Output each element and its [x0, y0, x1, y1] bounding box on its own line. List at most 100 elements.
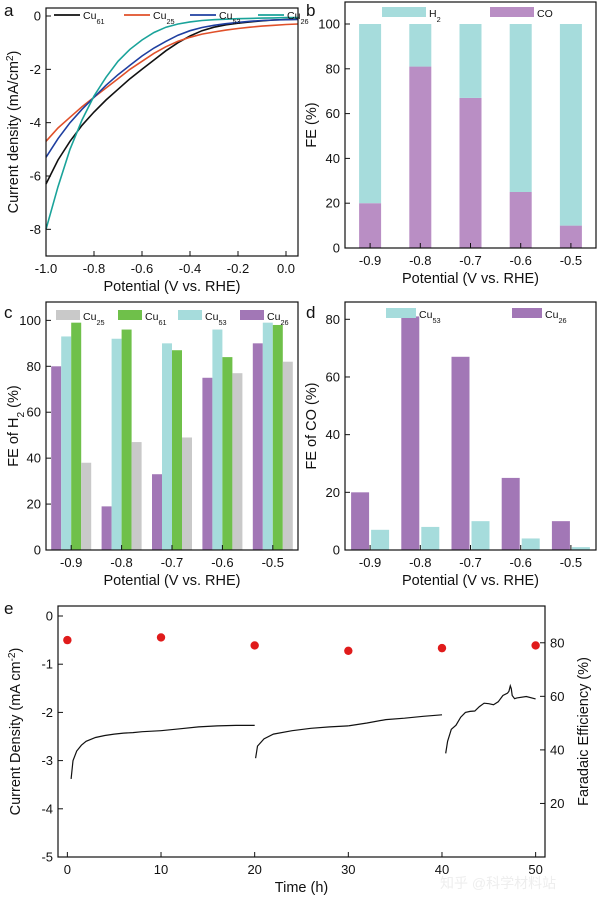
a-legend-label: Cu25 — [153, 10, 175, 26]
e-ytick-label: -2 — [41, 705, 53, 720]
c-bar-cu26 — [202, 377, 213, 550]
c-xtick-label: -0.9 — [60, 555, 82, 570]
e-xtick-label: 50 — [528, 862, 542, 877]
c-legend-label: Cu26 — [267, 311, 289, 327]
d-xtick-label: -0.9 — [359, 555, 381, 570]
b-ytick-label: 0 — [333, 241, 340, 256]
panel-d-fe-co: 0 20 40 60 80 -0.9 -0.8 -0.7 -0.6 -0.5 Potential (… — [304, 301, 597, 589]
b-legend-label: CO — [537, 8, 553, 20]
a-legend-label: Cu26 — [287, 10, 309, 26]
b-legend-label: H2 — [429, 8, 441, 24]
e-ytick-label: -4 — [41, 801, 53, 816]
b-bar-co — [459, 97, 482, 248]
d-bar-cu53 — [421, 526, 440, 550]
b-legend-swatch — [382, 7, 426, 17]
a-series-cu25-line — [45, 23, 299, 142]
e-current-trace-segment — [160, 724, 255, 732]
b-legend-swatch — [490, 7, 534, 17]
b-xtick-label: -0.8 — [409, 253, 431, 268]
a-ytick-label: -4 — [29, 115, 41, 130]
a-ytick-label: -2 — [29, 62, 41, 77]
e-fe-point — [156, 633, 166, 642]
c-ylabel: FE of H2 (%) — [6, 385, 27, 466]
b-xtick-label: -0.9 — [359, 253, 381, 268]
e-fe-point — [250, 641, 259, 650]
d-bar-cu26 — [401, 316, 420, 550]
e2-ytick-label: 80 — [550, 635, 564, 650]
e-xtick-label: 30 — [341, 862, 355, 877]
e-xtick-label: 10 — [154, 862, 168, 877]
e-ytick-label: 0 — [46, 609, 53, 624]
c-bar-cu26 — [252, 343, 263, 550]
panel-b-fe-stacked: 0 20 40 60 80 100 -0.9 -0.8 -0.7 -0.6 -0.5 Potentia… — [304, 1, 597, 287]
d-legend-label: Cu26 — [545, 309, 567, 325]
c-bar-cu53 — [111, 338, 122, 550]
d-legend-swatch — [386, 308, 416, 318]
c-legend-swatch — [56, 310, 80, 320]
b-bar-co — [559, 225, 582, 248]
e2-ytick-label: 60 — [550, 689, 564, 704]
e-ytick-label: -3 — [41, 753, 53, 768]
c-bar-cu25 — [131, 442, 142, 550]
e-current-trace-segment — [70, 730, 162, 779]
e-fe-point — [344, 646, 353, 656]
c-bar-cu53 — [162, 343, 172, 550]
d-bar-cu53 — [521, 538, 540, 550]
a-legend-label: Cu61 — [83, 10, 105, 26]
b-panel-letter: b — [306, 1, 315, 20]
c-xtick-label: -0.7 — [161, 555, 183, 570]
b-bar-h2 — [409, 24, 432, 67]
c-bar-cu25 — [232, 373, 243, 550]
a-xlabel: Potential (V vs. RHE) — [104, 279, 241, 295]
d-ytick-label: 60 — [326, 369, 340, 384]
c-ytick-label: 60 — [27, 405, 41, 420]
b-bar-h2 — [459, 24, 482, 98]
c-bar-cu26 — [152, 474, 162, 550]
e-xtick-label: 20 — [247, 862, 261, 877]
d-bar-cu26 — [451, 356, 470, 550]
c-ytick-label: 0 — [34, 543, 41, 558]
e-ytick-label: -1 — [41, 657, 53, 672]
e-current-trace-segment — [445, 683, 536, 754]
d-ytick-label: 40 — [326, 427, 340, 442]
d-bar-cu53 — [571, 547, 590, 550]
e-y2label: Faradaic Efficiency (%) — [576, 657, 592, 806]
c-legend-swatch — [118, 310, 142, 320]
c-bar-cu26 — [101, 506, 112, 550]
c-bar-cu53 — [61, 336, 72, 550]
c-legend-swatch — [240, 310, 264, 320]
b-ylabel: FE (%) — [304, 102, 320, 147]
d-xtick-label: -0.6 — [509, 555, 531, 570]
a-ylabel: Current density (mA/cm2) — [5, 51, 23, 214]
panel-e-stability: 0 -1 -2 -3 -4 -5 20 40 60 80 0 10 20 30 40 50 Time (h) Cu… — [4, 599, 592, 896]
a-series-cu26-line — [45, 16, 298, 230]
panel-a-current-density: 0 -2 -4 -6 -8 -1.0 -0.8 -0.6 -0.4 -0.2 0.0 Potentia… — [4, 1, 309, 295]
c-legend-label: Cu53 — [205, 311, 227, 327]
a-series-cu53-line — [45, 18, 299, 158]
e-fe-point — [63, 635, 72, 645]
c-ytick-label: 40 — [27, 451, 41, 466]
e-xtick-label: 0 — [64, 862, 71, 877]
c-bar-cu61 — [272, 324, 283, 550]
d-ytick-label: 0 — [333, 543, 340, 558]
c-bar-cu61 — [222, 357, 233, 550]
a-xtick-label: -0.8 — [83, 261, 105, 276]
e-xtick-label: 40 — [435, 862, 449, 877]
b-xtick-label: -0.6 — [509, 253, 531, 268]
a-ytick-label: -8 — [29, 222, 41, 237]
d-axes-frame — [344, 301, 597, 551]
a-xtick-label: -1.0 — [35, 261, 57, 276]
b-bar-h2 — [359, 24, 382, 204]
c-legend-label: Cu25 — [83, 311, 105, 327]
e-panel-letter: e — [4, 599, 13, 618]
e-fe-point — [531, 641, 540, 650]
d-bar-cu26 — [551, 521, 570, 550]
e-current-trace-segment — [348, 714, 443, 727]
b-xtick-label: -0.7 — [459, 253, 481, 268]
d-bar-cu26 — [351, 492, 370, 550]
c-bar-cu61 — [71, 322, 82, 550]
a-xtick-label: -0.2 — [227, 261, 249, 276]
d-ytick-label: 20 — [326, 485, 340, 500]
c-bar-cu53 — [212, 329, 223, 550]
d-bar-cu53 — [371, 529, 390, 550]
